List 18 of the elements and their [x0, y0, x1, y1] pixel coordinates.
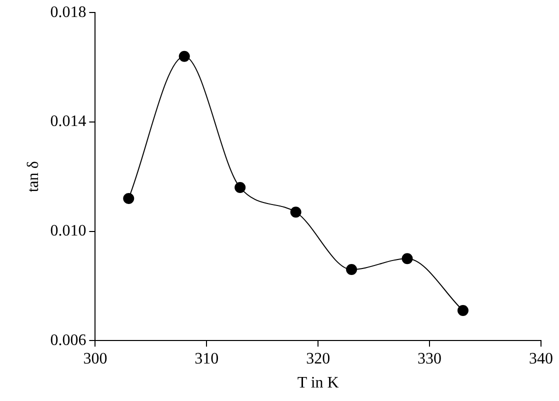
x-tick-label: 340 [529, 350, 553, 368]
point [178, 50, 190, 62]
x-axis-title: T in K [297, 374, 340, 392]
y-tick-label: 0.006 [50, 332, 86, 349]
point [290, 206, 302, 218]
x-tick-label: 320 [306, 350, 330, 368]
y-tick-label: 0.014 [50, 113, 86, 130]
x-tick-label: 300 [83, 350, 108, 368]
y-tick-label: 0.010 [50, 222, 86, 240]
point [234, 182, 246, 194]
y-axis-title: tan δ [24, 161, 42, 192]
point [346, 264, 358, 276]
point [402, 253, 413, 264]
x-tick-label: 330 [418, 350, 442, 368]
point [457, 305, 468, 316]
y-tick-label: 0.018 [50, 4, 86, 21]
point [123, 192, 134, 204]
x-tick-label: 310 [194, 350, 219, 368]
